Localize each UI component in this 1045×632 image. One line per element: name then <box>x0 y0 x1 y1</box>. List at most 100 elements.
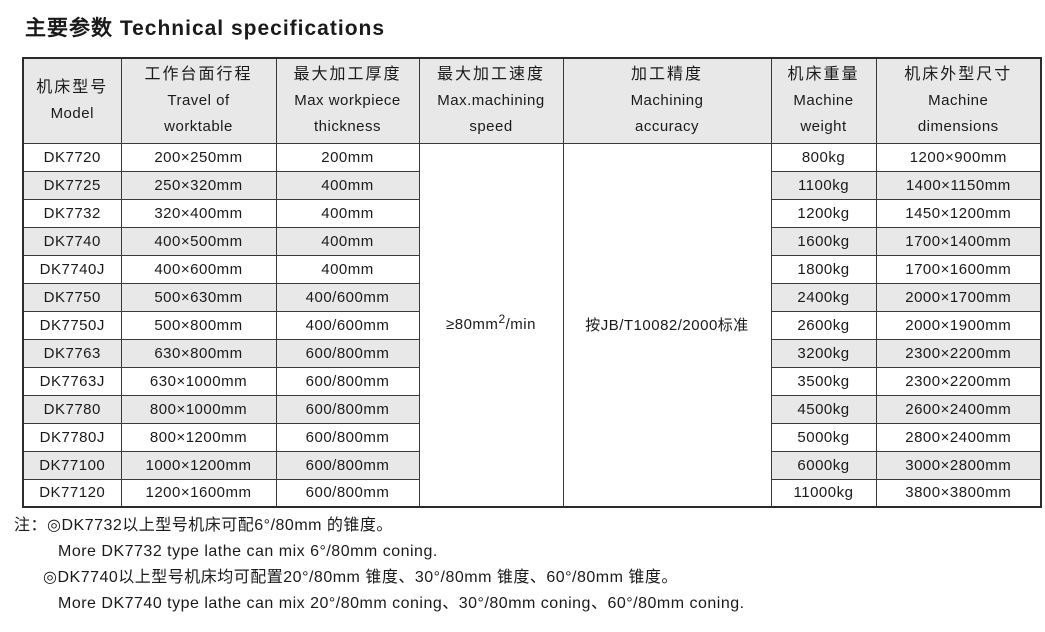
footnotes: 注：◎DK7732以上型号机床可配6°/80mm 的锥度。 More DK773… <box>14 513 745 617</box>
header-zh: 机床重量 <box>787 65 860 83</box>
table-row: DK7740J 400×600mm 400mm 1800kg 1700×1600… <box>22 254 1042 284</box>
header-zh: 最大加工厚度 <box>293 65 402 83</box>
column-header-dimensions: 机床外型尺寸 Machine dimensions <box>875 57 1042 144</box>
dimensions-cell: 2300×2200mm <box>875 366 1042 396</box>
model-cell: DK77100 <box>22 450 122 480</box>
thickness-cell: 600/800mm <box>275 338 420 368</box>
weight-cell: 800kg <box>770 142 877 172</box>
thickness-cell: 400mm <box>275 254 420 284</box>
table-row: DK7750J 500×800mm 400/600mm 2600kg 2000×… <box>22 310 1042 340</box>
travel-cell: 800×1200mm <box>120 422 277 452</box>
table-row: DK7750 500×630mm 400/600mm 2400kg 2000×1… <box>22 282 1042 312</box>
table-row: DK7763J 630×1000mm 600/800mm 3500kg 2300… <box>22 366 1042 396</box>
speed-superscript: 2 <box>498 312 506 327</box>
table-body: DK7720 200×250mm 200mm ≥80mm2/min 按JB/T1… <box>22 142 1042 508</box>
dimensions-cell: 2800×2400mm <box>875 422 1042 452</box>
note-line: More DK7732 type lathe can mix 6°/80mm c… <box>58 543 438 560</box>
table-row: DK7763 630×800mm 600/800mm 3200kg 2300×2… <box>22 338 1042 368</box>
weight-cell: 11000kg <box>770 478 877 508</box>
model-cell: DK77120 <box>22 478 122 508</box>
speed-value: ≥80mm <box>446 316 499 334</box>
header-zh: 工作台面行程 <box>144 65 253 83</box>
weight-cell: 3500kg <box>770 366 877 396</box>
travel-cell: 800×1000mm <box>120 394 277 424</box>
model-cell: DK7780 <box>22 394 122 424</box>
header-row: 机床型号 Model 工作台面行程 Travel of worktable 最大加工厚… <box>22 57 1042 144</box>
thickness-cell: 400/600mm <box>275 310 420 340</box>
dimensions-cell: 2300×2200mm <box>875 338 1042 368</box>
header-en: dimensions <box>917 117 999 135</box>
header-en: Machining <box>630 91 704 109</box>
header-en: Machine <box>928 91 989 109</box>
travel-cell: 320×400mm <box>120 198 277 228</box>
thickness-cell: 600/800mm <box>275 478 420 508</box>
travel-cell: 630×1000mm <box>120 366 277 396</box>
travel-cell: 500×630mm <box>120 282 277 312</box>
model-cell: DK7780J <box>22 422 122 452</box>
accuracy-merged-cell: 按JB/T10082/2000标准 <box>562 142 772 508</box>
dimensions-cell: 2000×1700mm <box>875 282 1042 312</box>
header-en: Model <box>50 104 94 122</box>
speed-unit: /min <box>505 316 536 334</box>
travel-cell: 1200×1600mm <box>120 478 277 508</box>
note-line: More DK7740 type lathe can mix 20°/80mm … <box>58 595 745 612</box>
weight-cell: 2600kg <box>770 310 877 340</box>
dimensions-cell: 2600×2400mm <box>875 394 1042 424</box>
table-row: DK77120 1200×1600mm 600/800mm 11000kg 38… <box>22 478 1042 508</box>
dimensions-cell: 3800×3800mm <box>875 478 1042 508</box>
travel-cell: 1000×1200mm <box>120 450 277 480</box>
model-cell: DK7763 <box>22 338 122 368</box>
column-header-thickness: 最大加工厚度 Max workpiece thickness <box>275 57 420 144</box>
weight-cell: 1200kg <box>770 198 877 228</box>
header-en: worktable <box>164 117 233 135</box>
table-row: DK7740 400×500mm 400mm 1600kg 1700×1400m… <box>22 226 1042 256</box>
dimensions-cell: 1450×1200mm <box>875 198 1042 228</box>
dimensions-cell: 1700×1600mm <box>875 254 1042 284</box>
header-en: speed <box>469 117 513 135</box>
travel-cell: 200×250mm <box>120 142 277 172</box>
weight-cell: 1600kg <box>770 226 877 256</box>
dimensions-cell: 1200×900mm <box>875 142 1042 172</box>
column-header-accuracy: 加工精度 Machining accuracy <box>562 57 772 144</box>
header-zh: 机床外型尺寸 <box>904 65 1013 83</box>
thickness-cell: 400/600mm <box>275 282 420 312</box>
model-cell: DK7720 <box>22 142 122 172</box>
header-en: accuracy <box>634 117 700 135</box>
thickness-cell: 600/800mm <box>275 422 420 452</box>
dimensions-cell: 1400×1150mm <box>875 170 1042 200</box>
weight-cell: 1100kg <box>770 170 877 200</box>
header-en: weight <box>800 117 847 135</box>
dimensions-cell: 2000×1900mm <box>875 310 1042 340</box>
weight-cell: 2400kg <box>770 282 877 312</box>
header-zh: 最大加工速度 <box>436 65 545 83</box>
table-header: 机床型号 Model 工作台面行程 Travel of worktable 最大加工厚… <box>22 57 1042 144</box>
weight-cell: 4500kg <box>770 394 877 424</box>
page-title: 主要参数 Technical specifications <box>25 17 386 40</box>
header-en: Max.machining <box>437 91 545 109</box>
thickness-cell: 200mm <box>275 142 420 172</box>
thickness-cell: 400mm <box>275 226 420 256</box>
table-row: DK7780J 800×1200mm 600/800mm 5000kg 2800… <box>22 422 1042 452</box>
thickness-cell: 600/800mm <box>275 394 420 424</box>
column-header-model: 机床型号 Model <box>22 57 122 144</box>
travel-cell: 400×500mm <box>120 226 277 256</box>
header-en: Max workpiece <box>294 91 401 109</box>
dimensions-cell: 3000×2800mm <box>875 450 1042 480</box>
model-cell: DK7725 <box>22 170 122 200</box>
table-row: DK77100 1000×1200mm 600/800mm 6000kg 300… <box>22 450 1042 480</box>
model-cell: DK7732 <box>22 198 122 228</box>
header-zh: 加工精度 <box>630 65 703 83</box>
weight-cell: 3200kg <box>770 338 877 368</box>
travel-cell: 630×800mm <box>120 338 277 368</box>
column-header-weight: 机床重量 Machine weight <box>770 57 877 144</box>
travel-cell: 400×600mm <box>120 254 277 284</box>
thickness-cell: 400mm <box>275 198 420 228</box>
travel-cell: 250×320mm <box>120 170 277 200</box>
header-zh: 机床型号 <box>36 78 109 96</box>
weight-cell: 6000kg <box>770 450 877 480</box>
table-row: DK7780 800×1000mm 600/800mm 4500kg 2600×… <box>22 394 1042 424</box>
column-header-speed: 最大加工速度 Max.machining speed <box>418 57 564 144</box>
speed-merged-cell: ≥80mm2/min <box>418 142 564 508</box>
weight-cell: 1800kg <box>770 254 877 284</box>
model-cell: DK7740J <box>22 254 122 284</box>
